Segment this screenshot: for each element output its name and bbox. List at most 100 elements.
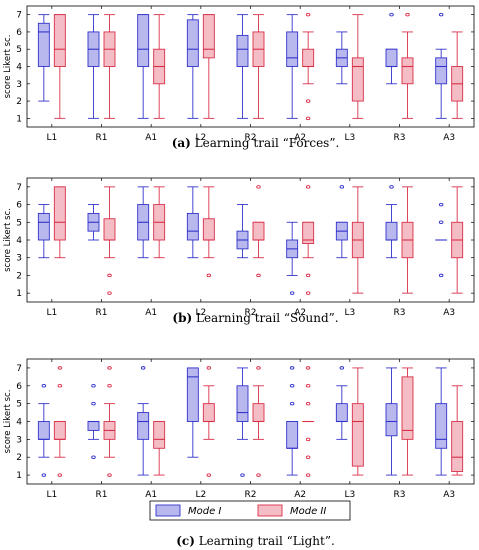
x-tick-label: A3	[443, 308, 455, 318]
outlier-point	[240, 473, 245, 477]
box-mode-ii-L1	[53, 14, 66, 119]
outlier-point	[289, 291, 295, 295]
outlier-point	[305, 401, 311, 406]
y-tick-label: 4	[16, 236, 22, 246]
y-tick-label: 2	[16, 97, 22, 107]
outlier-point	[305, 185, 311, 189]
x-tick-label: R3	[394, 133, 406, 143]
outlier-point	[305, 12, 311, 17]
y-tick-label: 4	[16, 63, 22, 73]
box-mode-i-L3	[335, 366, 348, 440]
box-mode-i-R1	[87, 14, 100, 119]
box-mode-ii-L3	[351, 367, 364, 476]
box-mode-ii-L2	[202, 14, 215, 119]
x-tick-label: R2	[245, 490, 257, 500]
box-iqr	[385, 48, 398, 67]
legend-frame	[149, 500, 351, 521]
box-mode-i-L2	[186, 186, 199, 259]
y-tick-label: 2	[16, 271, 22, 281]
box-iqr	[37, 22, 50, 67]
box-iqr	[451, 421, 464, 472]
box-mode-i-R3	[385, 12, 398, 85]
box-mode-ii-R3	[401, 12, 414, 119]
box-mode-i-L2	[186, 14, 199, 119]
y-tick-label: 7	[16, 364, 22, 374]
x-tick-label: A3	[443, 133, 455, 143]
x-tick-label: L3	[344, 490, 355, 500]
legend: Mode I Mode II	[149, 500, 351, 521]
x-tick-label: L2	[195, 308, 206, 318]
box-mode-ii-R1	[103, 186, 116, 295]
outlier-point	[405, 12, 410, 17]
box-iqr	[252, 403, 265, 422]
outlier-point	[289, 366, 295, 370]
box-mode-i-A1	[137, 186, 150, 259]
outlier-point	[206, 366, 212, 370]
outlier-point	[256, 185, 261, 189]
box-iqr	[351, 57, 364, 102]
box-iqr	[202, 14, 215, 59]
box-iqr	[351, 403, 364, 467]
y-tick-label: 4	[16, 418, 22, 428]
x-tick-label: A2	[294, 133, 306, 143]
box-mode-ii-A1	[153, 421, 166, 476]
box-mode-ii-A3	[451, 385, 464, 476]
panel-caption: (b) Learning trail “Sound”.	[172, 311, 338, 325]
outlier-point	[389, 12, 394, 17]
outlier-point	[140, 366, 146, 370]
box-iqr	[252, 221, 265, 241]
box-mode-ii-R2	[252, 14, 265, 119]
box-iqr	[202, 403, 215, 422]
box-mode-i-R1	[87, 204, 100, 241]
box-mode-i-R3	[385, 185, 398, 259]
outlier-point	[91, 384, 96, 388]
outlier-point	[305, 99, 311, 103]
box-iqr	[302, 221, 315, 244]
box-iqr	[335, 403, 348, 422]
box-mode-i-A2	[286, 366, 299, 476]
outlier-point	[256, 366, 261, 370]
x-tick-label: A1	[145, 133, 157, 143]
box-mode-ii-A1	[153, 186, 166, 259]
box-mode-ii-R1	[103, 366, 116, 477]
box-iqr	[53, 186, 66, 241]
caption-text: Learning trail “Forces”.	[191, 136, 339, 150]
box-mode-i-R2	[236, 204, 249, 259]
outlier-point	[91, 401, 96, 406]
box-mode-ii-A2	[302, 185, 315, 295]
box-mode-i-A3	[435, 202, 448, 278]
y-axis-label: score Likert sc.	[3, 390, 13, 454]
box-iqr	[385, 403, 398, 437]
box-mode-ii-A3	[451, 31, 464, 119]
box-mode-i-A1	[137, 366, 150, 476]
box-mode-i-R1	[87, 384, 100, 459]
box-mode-i-A3	[435, 12, 448, 119]
box-iqr	[137, 14, 150, 67]
box-mode-i-R2	[236, 367, 249, 477]
box-iqr	[53, 14, 66, 67]
outlier-point	[438, 202, 444, 207]
y-tick-label: 1	[16, 289, 22, 299]
x-tick-label: R3	[394, 490, 406, 500]
box-mode-ii-R3	[401, 186, 414, 294]
outlier-point	[305, 473, 311, 477]
outlier-point	[57, 366, 63, 370]
outlier-point	[438, 220, 444, 225]
box-mode-ii-L3	[351, 14, 364, 119]
outlier-point	[107, 473, 112, 477]
legend-swatch-1	[155, 504, 181, 517]
box-mode-i-L1	[37, 14, 50, 102]
outlier-point	[339, 366, 345, 370]
x-tick-label: A3	[443, 490, 455, 500]
outlier-point	[107, 291, 112, 295]
outlier-point	[305, 273, 311, 278]
legend-label-1: Mode I	[188, 506, 221, 517]
y-axis-label: score Likert sc.	[3, 35, 13, 99]
y-axis-label: score Likert sc.	[3, 208, 13, 272]
box-mode-ii-R1	[103, 14, 116, 119]
x-tick-label: A2	[294, 490, 306, 500]
y-tick-label: 7	[16, 11, 22, 21]
box-iqr	[385, 221, 398, 241]
box-iqr	[435, 403, 448, 449]
x-tick-label: L3	[344, 133, 355, 143]
